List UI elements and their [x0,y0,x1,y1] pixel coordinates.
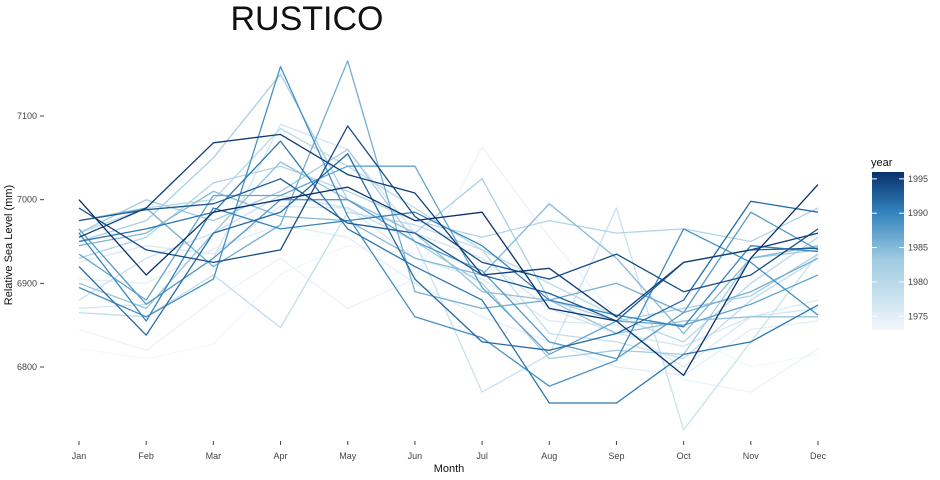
x-tick-label: Jan [72,451,87,461]
x-tick-label: Dec [810,451,827,461]
y-tick-label: 6800 [17,362,37,372]
x-axis: Jan Feb Mar Apr May Jun Jul Aug Sep Oct Nov Dec [72,441,827,461]
legend-ticks: 1975 1980 1985 1990 1995 [872,174,928,321]
series-line-1992 [78,153,819,351]
x-tick-label: Nov [743,451,760,461]
y-axis: 6800 6900 7000 7100 [17,111,44,372]
legend: year 1975 1980 1985 1990 1995 [871,157,928,330]
legend-tick-label: 1990 [908,208,928,218]
series-line-1990 [78,207,819,328]
series-line-1979 [78,211,819,360]
series-line-1994 [78,125,819,293]
series-line-1988 [78,199,819,360]
y-tick-label: 7000 [17,195,37,205]
x-tick-label: Feb [138,451,154,461]
x-tick-label: Aug [541,451,557,461]
series-line-1989 [78,65,819,387]
legend-tick-label: 1995 [908,174,928,184]
legend-colorbar [872,172,904,330]
chart-title: RUSTICO [231,0,384,38]
x-tick-label: Sep [608,451,624,461]
x-tick-label: May [339,451,357,461]
legend-tick-label: 1985 [908,243,928,253]
series-line-1977 [78,123,819,347]
y-axis-label: Relative Sea Level (mm) [3,185,15,305]
x-axis-label: Month [434,463,465,475]
y-tick-label: 6900 [17,278,37,288]
series-line-1995 [78,133,819,318]
x-tick-label: Jun [408,451,423,461]
x-tick-label: Jul [476,451,488,461]
legend-tick-label: 1980 [908,277,928,287]
series-layer [78,60,819,431]
series-line-1974 [78,146,819,393]
series-line-1976 [78,205,819,368]
series-line-1986 [78,60,819,314]
legend-title: year [871,157,893,169]
y-tick-label: 7100 [17,111,37,121]
series-line-1982 [78,73,819,322]
x-tick-label: Oct [677,451,692,461]
series-line-1987 [78,165,819,356]
series-line-1996 [78,184,819,377]
series-line-1985 [78,190,819,335]
legend-tick-label: 1975 [908,311,928,321]
series-line-1978 [78,194,819,431]
series-line-1991 [78,140,819,404]
x-tick-label: Apr [274,451,288,461]
x-tick-label: Mar [206,451,222,461]
